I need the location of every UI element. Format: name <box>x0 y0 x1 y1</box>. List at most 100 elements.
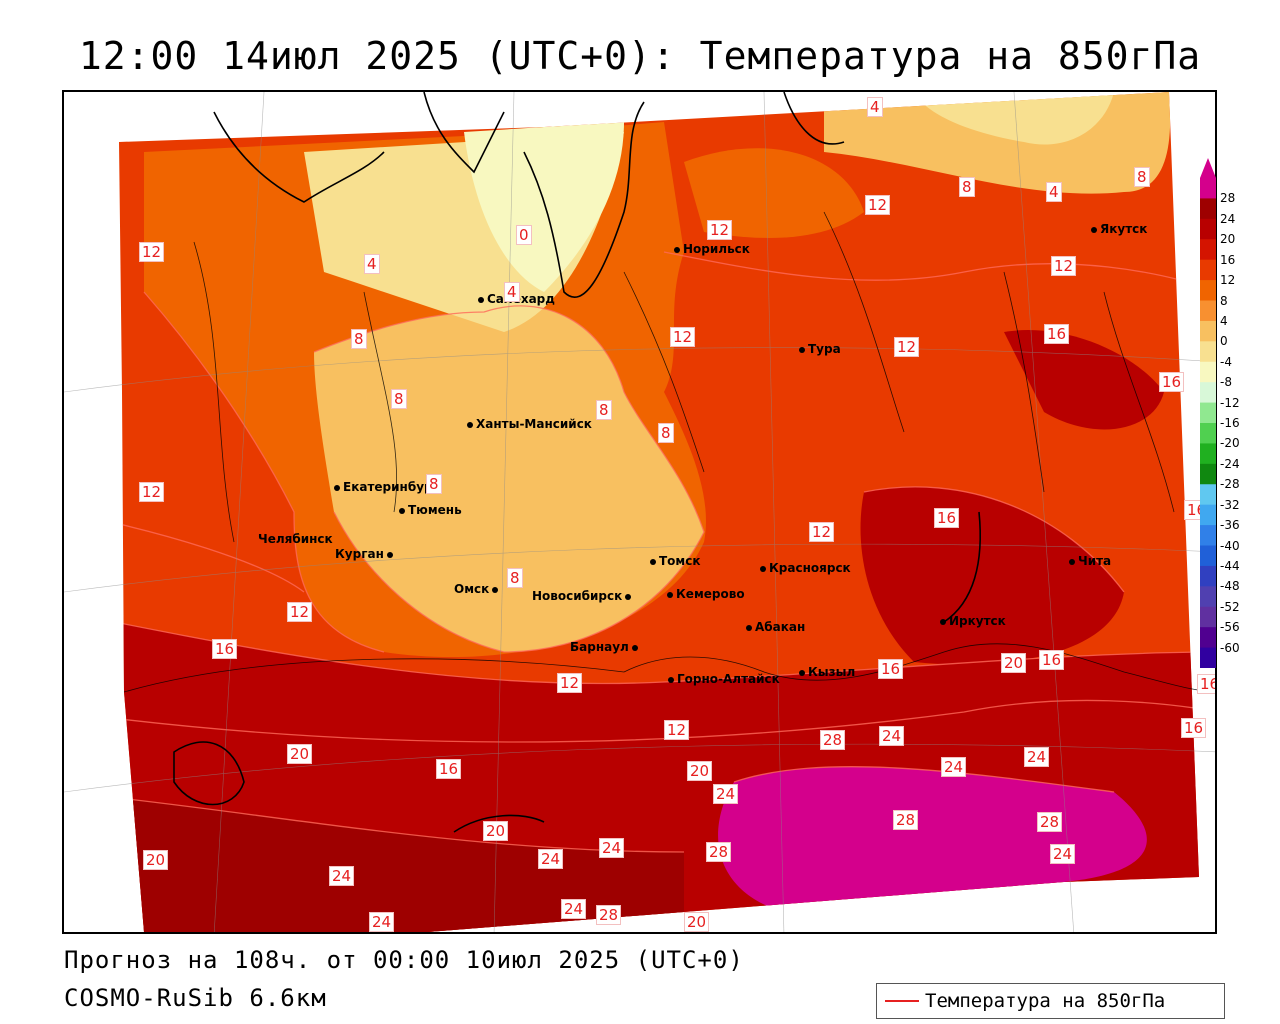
city-marker-icon <box>940 618 946 625</box>
city-yakutsk: Якутск <box>1091 222 1147 236</box>
colorbar-swatch <box>1200 565 1216 587</box>
map-canvas <box>64 92 1215 932</box>
contour-label: 12 <box>670 327 696 347</box>
legend-box: Температура на 850гПа <box>876 983 1225 1019</box>
city-marker-icon <box>334 484 340 491</box>
contour-label: 16 <box>1044 324 1070 344</box>
colorbar-swatch <box>1200 484 1216 506</box>
contour-label: 8 <box>959 177 975 197</box>
colorbar-tick-label: -20 <box>1220 436 1240 451</box>
city-salekhard: Салехард <box>478 292 555 306</box>
forecast-info: Прогноз на 108ч. от 00:00 10июл 2025 (UT… <box>64 946 744 974</box>
colorbar-tick-label: -24 <box>1220 456 1240 471</box>
colorbar-swatch <box>1200 382 1216 404</box>
contour-label: 16 <box>1197 674 1215 694</box>
city-marker-icon <box>625 593 632 600</box>
city-marker-icon <box>478 296 484 303</box>
colorbar-tick-label: -44 <box>1220 558 1240 573</box>
colorbar-swatch <box>1200 423 1216 444</box>
contour-label: 24 <box>599 838 625 858</box>
contour-label: 12 <box>1051 256 1077 276</box>
contour-label: 20 <box>684 912 710 932</box>
colorbar-arrow <box>1200 158 1216 178</box>
city-irkutsk: Иркутск <box>940 614 1006 628</box>
colorbar-tick-label: -60 <box>1220 640 1240 655</box>
contour-label: 8 <box>1134 167 1150 187</box>
colorbar-tick-label: -40 <box>1220 538 1240 553</box>
contour-label: 16 <box>1039 650 1065 670</box>
colorbar-tick-label: -52 <box>1220 599 1240 614</box>
contour-label: 20 <box>483 821 509 841</box>
colorbar-swatch <box>1200 239 1216 261</box>
contour-label: 24 <box>1050 844 1076 864</box>
city-marker-icon <box>799 346 805 353</box>
contour-label: 12 <box>894 337 920 357</box>
contour-label: 28 <box>1037 812 1063 832</box>
colorbar-tick-label: -32 <box>1220 497 1240 512</box>
colorbar-swatch <box>1200 504 1216 526</box>
contour-label: 20 <box>687 761 713 781</box>
colorbar-tick-label: 12 <box>1220 273 1236 288</box>
contour-label: 12 <box>287 602 313 622</box>
colorbar-swatch <box>1200 627 1216 649</box>
city-marker-icon <box>668 676 674 683</box>
colorbar-swatch <box>1200 463 1216 485</box>
city-marker-icon <box>760 565 766 572</box>
contour-label: 16 <box>878 659 904 679</box>
city-marker-icon <box>386 551 393 558</box>
contour-label: 8 <box>596 400 612 420</box>
contour-label: 24 <box>369 912 395 932</box>
city-khanty-mansiysk: Ханты-Мансийск <box>467 417 592 431</box>
colorbar-tick-label: 24 <box>1220 211 1236 226</box>
contour-label: 24 <box>538 849 564 869</box>
contour-label: 28 <box>820 730 846 750</box>
contour-label: 12 <box>707 220 733 240</box>
city-tyumen: Тюмень <box>399 503 462 517</box>
city-gorno-altaysk: Горно-Алтайск <box>668 672 780 686</box>
colorbar-swatch <box>1200 259 1216 281</box>
contour-label: 12 <box>809 522 835 542</box>
colorbar-tick-label: -48 <box>1220 579 1240 594</box>
colorbar-tick-label: -16 <box>1220 416 1240 430</box>
colorbar-swatch <box>1200 525 1216 546</box>
city-chelyabinsk: Челябинск <box>258 532 333 546</box>
contour-label: 16 <box>436 759 462 779</box>
colorbar-tick-label: -28 <box>1220 477 1240 492</box>
colorbar-swatch <box>1200 320 1216 342</box>
colorbar-tick-label: -8 <box>1220 375 1232 390</box>
temperature-map: Норильск Якутск Салехард Тура Ханты-Манс… <box>62 90 1217 934</box>
colorbar-swatch <box>1200 443 1216 465</box>
colorbar-tick-label: 4 <box>1220 313 1228 328</box>
contour-label: 4 <box>364 254 380 274</box>
map-title: 12:00 14июл 2025 (UTC+0): Температура на… <box>78 34 1202 78</box>
legend-label: Температура на 850гПа <box>925 990 1166 1012</box>
city-marker-icon <box>746 624 752 631</box>
contour-label: 16 <box>1159 372 1185 392</box>
colorbar-swatch <box>1200 198 1216 220</box>
city-marker-icon <box>492 586 499 593</box>
colorbar-swatch <box>1200 402 1216 424</box>
city-chita: Чита <box>1069 554 1111 568</box>
city-omsk: Омск <box>454 582 501 596</box>
colorbar-tick-label: -36 <box>1220 518 1240 533</box>
borders <box>123 211 1215 693</box>
contour-label: 4 <box>504 282 520 302</box>
contour-label: 12 <box>139 242 165 262</box>
colorbar-swatch <box>1200 586 1216 608</box>
contour-label: 4 <box>867 97 883 117</box>
contour-label: 20 <box>287 744 313 764</box>
contour-label: 16 <box>1181 718 1207 738</box>
model-name: COSMO-RuSib 6.6км <box>64 984 327 1012</box>
colorbar-tick-label: 28 <box>1220 191 1236 206</box>
city-novosibirsk: Новосибирск <box>532 589 634 603</box>
city-kurgan: Курган <box>335 547 396 561</box>
city-marker-icon <box>799 669 805 676</box>
city-abakan: Абакан <box>746 620 805 634</box>
colorbar-swatch <box>1200 300 1216 322</box>
city-marker-icon <box>631 644 638 651</box>
colorbar-swatch <box>1200 606 1216 628</box>
city-marker-icon <box>674 246 680 253</box>
contour-label: 20 <box>1001 653 1027 673</box>
contour-label: 0 <box>516 225 532 245</box>
colorbar-swatch <box>1200 361 1216 383</box>
